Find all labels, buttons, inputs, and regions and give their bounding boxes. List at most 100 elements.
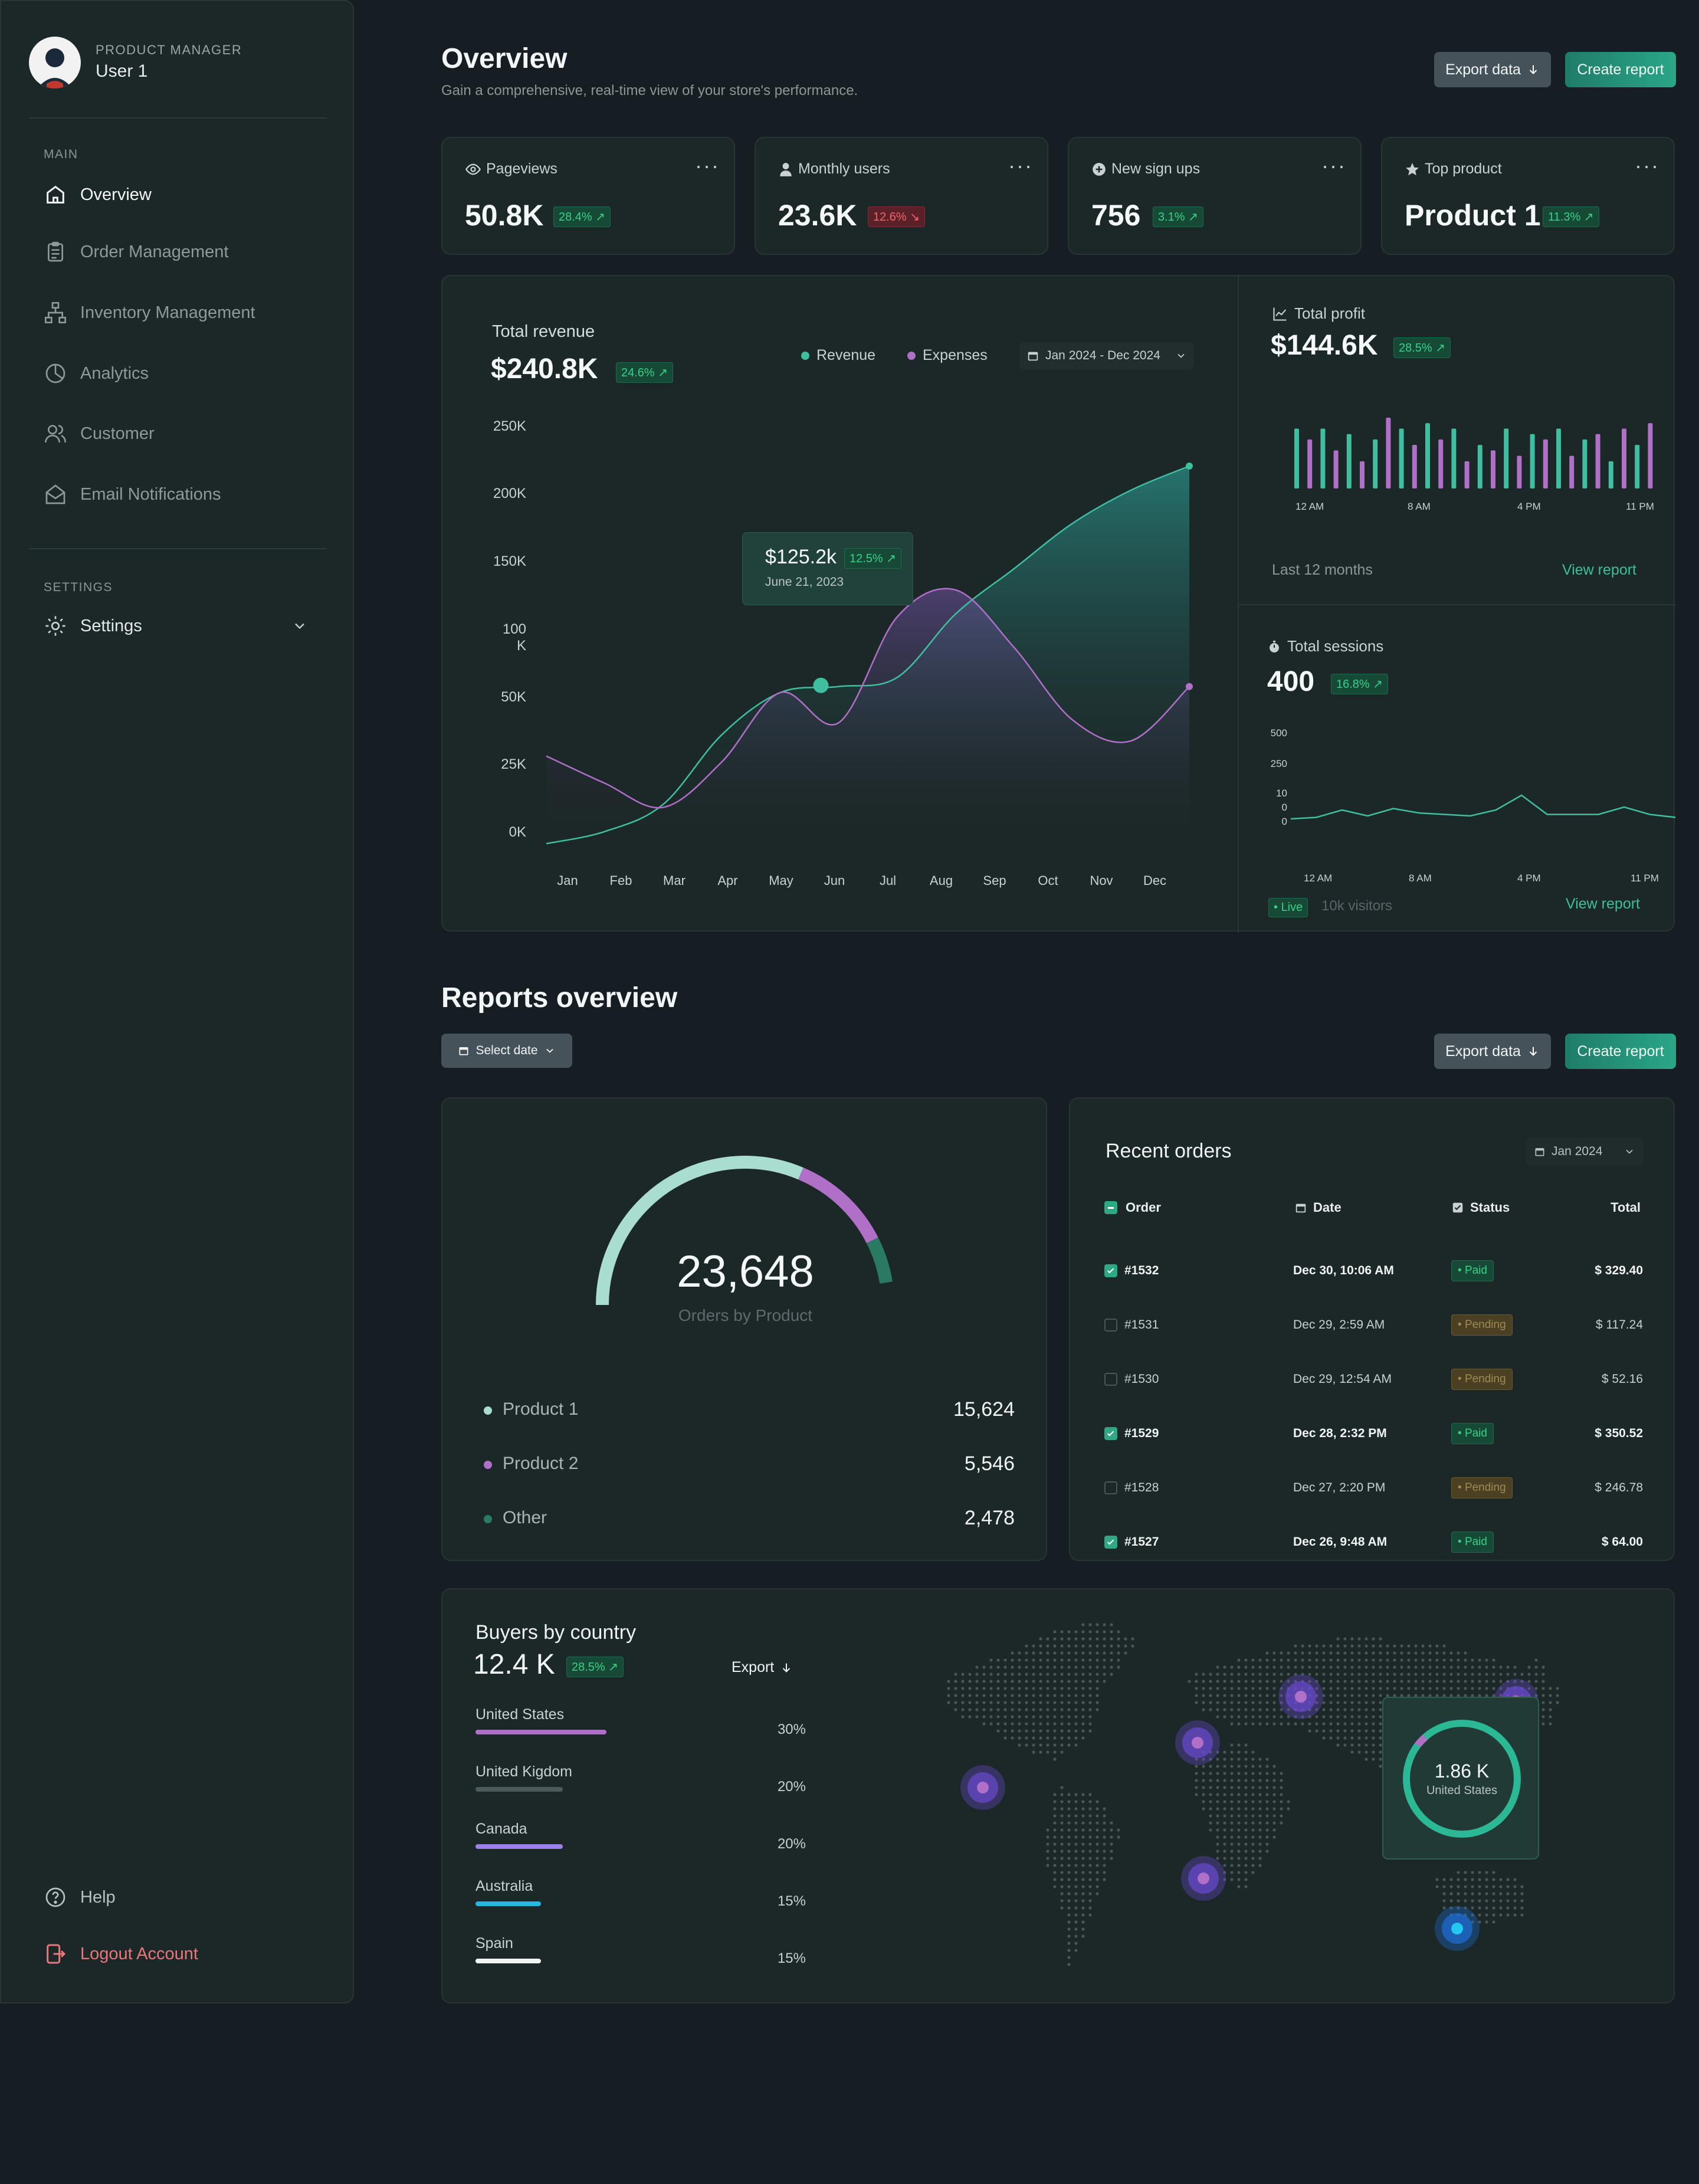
- row-checkbox[interactable]: [1104, 1536, 1117, 1549]
- sidebar-item-analytics[interactable]: Analytics: [44, 355, 149, 392]
- orders-total: 23,648: [677, 1247, 814, 1297]
- y-tick-label: 250K: [493, 418, 526, 434]
- logout-icon: [47, 1944, 66, 1964]
- divider: [29, 117, 327, 119]
- more-options-icon[interactable]: ···: [1321, 153, 1346, 178]
- product-name: Product 2: [503, 1454, 579, 1473]
- table-row[interactable]: #1531 Dec 29, 2:59 AM • Pending $ 117.24: [1070, 1307, 1676, 1343]
- header-date: Date: [1294, 1200, 1342, 1215]
- order-id: #1530: [1124, 1372, 1159, 1386]
- country-bar: [475, 1959, 541, 1963]
- chevron-down-icon[interactable]: [291, 618, 308, 634]
- more-options-icon[interactable]: ···: [1635, 153, 1659, 178]
- country-pct: 30%: [777, 1721, 806, 1737]
- country-pct: 15%: [777, 1893, 806, 1909]
- logout-button[interactable]: Logout Account: [44, 1935, 198, 1973]
- profit-bar: [1648, 423, 1653, 488]
- sidebar-item-overview[interactable]: Overview: [44, 176, 152, 214]
- visitors-count: 10k visitors: [1321, 898, 1393, 914]
- avatar[interactable]: [29, 37, 81, 88]
- profit-bar: [1608, 461, 1613, 488]
- order-date: Dec 29, 12:54 AM: [1293, 1372, 1392, 1386]
- create-report-button[interactable]: Create report: [1565, 1034, 1676, 1069]
- x-tick-label: 4 PM: [1517, 873, 1541, 884]
- country-row: Australia 15%: [475, 1878, 806, 1925]
- table-row[interactable]: #1527 Dec 26, 9:48 AM • Paid $ 64.00: [1070, 1524, 1676, 1560]
- sidebar-item-customer[interactable]: Customer: [44, 415, 155, 452]
- x-tick-label: Jun: [824, 873, 845, 888]
- sidebar-item-settings[interactable]: Settings: [44, 607, 304, 645]
- section-label-settings: SETTINGS: [44, 581, 113, 594]
- calendar-icon: [1028, 352, 1038, 361]
- profit-bar: [1294, 428, 1299, 488]
- profit-value: $144.6K: [1271, 330, 1378, 361]
- profit-bar: [1517, 455, 1522, 488]
- profit-bar: [1477, 445, 1482, 488]
- sidebar-item-inventory-management[interactable]: Inventory Management: [44, 294, 255, 332]
- tooltip-point: [813, 677, 829, 693]
- select-all-checkbox[interactable]: [1104, 1201, 1117, 1214]
- buyers-export-button[interactable]: Export: [732, 1659, 793, 1676]
- table-row[interactable]: #1528 Dec 27, 2:20 PM • Pending $ 246.78: [1070, 1470, 1676, 1506]
- profit-bar: [1346, 434, 1352, 488]
- row-checkbox[interactable]: [1104, 1264, 1117, 1277]
- y-tick-label: 500: [1271, 727, 1287, 739]
- sidebar-item-label: Inventory Management: [80, 303, 255, 322]
- table-row[interactable]: #1532 Dec 30, 10:06 AM • Paid $ 329.40: [1070, 1253, 1676, 1288]
- x-tick-label: 8 AM: [1408, 501, 1431, 512]
- profit-bar: [1438, 439, 1444, 488]
- profit-bar: [1530, 434, 1535, 488]
- status-badge: • Pending: [1451, 1369, 1513, 1390]
- y-tick-label: 150K: [493, 553, 526, 569]
- table-row[interactable]: #1529 Dec 28, 2:32 PM • Paid $ 350.52: [1070, 1416, 1676, 1451]
- buyers-value: 12.4 K: [473, 1649, 555, 1680]
- sidebar-item-label: Overview: [80, 185, 152, 204]
- create-report-button[interactable]: Create report: [1565, 52, 1676, 87]
- sidebar-item-order-management[interactable]: Order Management: [44, 233, 228, 271]
- x-tick-label: 11 PM: [1631, 873, 1659, 884]
- row-checkbox[interactable]: [1104, 1373, 1117, 1386]
- y-tick-label: 50K: [501, 689, 526, 705]
- arrow-down-icon: [1529, 1047, 1537, 1056]
- sidebar-item-email-notifications[interactable]: Email Notifications: [44, 476, 221, 513]
- gauge-segment: [798, 1168, 878, 1244]
- country-name: Canada: [475, 1821, 527, 1837]
- divider: [1239, 604, 1676, 605]
- status-badge: • Pending: [1451, 1314, 1513, 1336]
- profit-view-report-link[interactable]: View report: [1562, 562, 1636, 578]
- export-data-button[interactable]: Export data: [1434, 52, 1551, 87]
- profit-bar: [1569, 455, 1575, 488]
- table-row[interactable]: #1530 Dec 29, 12:54 AM • Pending $ 52.16: [1070, 1362, 1676, 1397]
- row-checkbox[interactable]: [1104, 1427, 1117, 1440]
- orders-date-filter[interactable]: Jan 2024: [1526, 1137, 1644, 1166]
- star-icon: [1406, 162, 1419, 175]
- header-status: Status: [1451, 1200, 1510, 1215]
- sessions-view-report-link[interactable]: View report: [1566, 896, 1640, 912]
- order-total: $ 64.00: [1601, 1535, 1643, 1549]
- x-tick-label: 11 PM: [1626, 501, 1654, 512]
- tooltip-change: 12.5% ↗: [844, 548, 902, 569]
- row-checkbox[interactable]: [1104, 1481, 1117, 1494]
- sidebar-item-label: Email Notifications: [80, 484, 221, 504]
- country-bar: [475, 1787, 563, 1792]
- more-options-icon[interactable]: ···: [1008, 153, 1033, 178]
- profit-bar: [1307, 439, 1313, 488]
- export-data-button[interactable]: Export data: [1434, 1034, 1551, 1069]
- chevron-down-icon: [1178, 353, 1185, 358]
- select-date-button[interactable]: Select date: [441, 1034, 572, 1068]
- more-options-icon[interactable]: ···: [695, 153, 720, 178]
- trend-chart-icon: [1273, 307, 1287, 321]
- product-name: Product 1: [503, 1399, 579, 1419]
- sessions-title: Total sessions: [1267, 637, 1383, 655]
- legend-revenue: Revenue: [801, 347, 875, 364]
- row-checkbox[interactable]: [1104, 1319, 1117, 1332]
- help-link[interactable]: Help: [44, 1878, 116, 1916]
- profit-bar: [1491, 450, 1495, 488]
- date-range-select[interactable]: Jan 2024 - Dec 2024: [1019, 342, 1194, 369]
- expenses-end-point: [1186, 683, 1193, 690]
- profit-bar: [1556, 428, 1561, 488]
- sidebar-item-label: Settings: [80, 616, 142, 635]
- y-tick-label: 100: [503, 621, 526, 637]
- x-tick-label: Nov: [1090, 873, 1113, 888]
